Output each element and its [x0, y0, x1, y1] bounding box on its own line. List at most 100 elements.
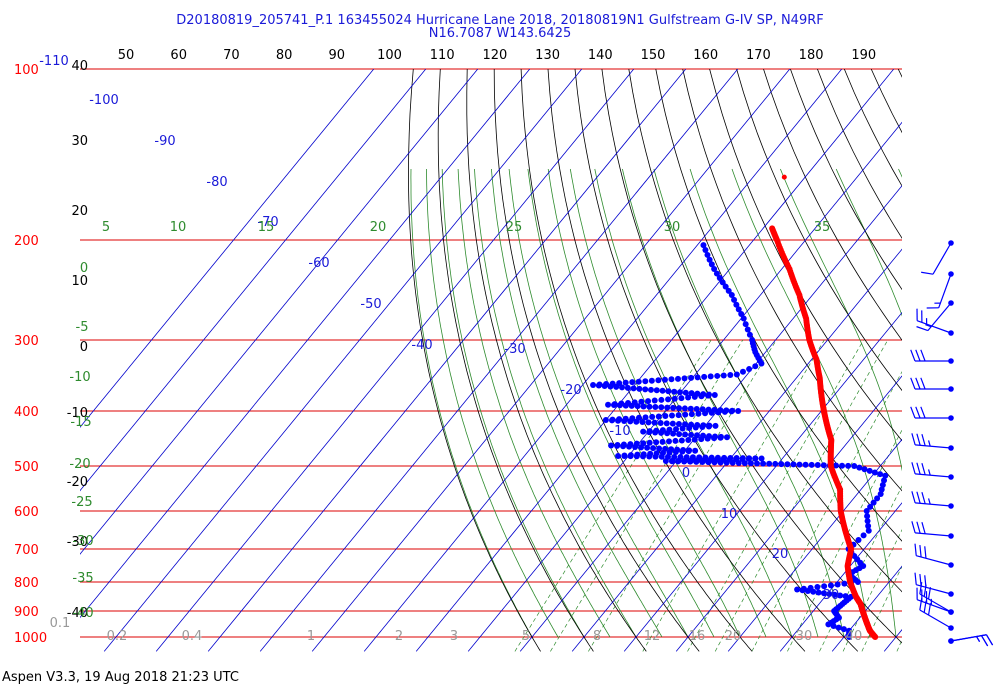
- dewpoint-point: [645, 398, 652, 405]
- dewpoint-point: [676, 389, 683, 396]
- dewpoint-point: [700, 432, 707, 439]
- dewpoint-point: [670, 430, 677, 437]
- dry-adiabat-line: [925, 69, 1000, 651]
- dewpoint-point: [659, 387, 666, 394]
- dewpoint-point: [694, 390, 701, 397]
- dewpoint-point: [733, 455, 740, 462]
- wind-barb-station: [948, 358, 954, 364]
- top-axis-tick-label: 120: [482, 48, 507, 63]
- wind-barb-flag: [927, 498, 931, 505]
- wind-barb-flag: [927, 469, 931, 476]
- dewpoint-point: [739, 455, 746, 462]
- dewpoint-point: [665, 396, 672, 403]
- moist-adiabat-label: -25: [71, 495, 92, 510]
- dewpoint-point: [619, 384, 626, 391]
- dry-adiabat-line: [574, 69, 859, 652]
- dewpoint-point: [640, 403, 647, 410]
- dewpoint-point: [618, 400, 625, 407]
- moist-adiabat-label: -5: [76, 320, 89, 335]
- dewpoint-point: [821, 583, 828, 590]
- dewpoint-point: [638, 398, 645, 405]
- dewpoint-point: [646, 428, 653, 435]
- dewpoint-point: [609, 380, 616, 387]
- dewpoint-point: [708, 261, 715, 268]
- dewpoint-point: [688, 411, 695, 418]
- dewpoint-point: [682, 389, 689, 396]
- mixing-ratio-line: [787, 429, 902, 652]
- wind-barb-flag: [925, 324, 932, 328]
- dewpoint-point: [725, 287, 732, 294]
- wind-barb-flag: [915, 406, 921, 419]
- pressure-tick-label: 300: [14, 334, 39, 349]
- dewpoint-point: [802, 461, 809, 468]
- wind-barb-flag: [919, 582, 923, 595]
- wind-barb-staff: [915, 473, 952, 478]
- dewpoint-point: [739, 368, 746, 375]
- dewpoint-point: [694, 432, 701, 439]
- mixing-ratio-line: [588, 339, 777, 652]
- dewpoint-point: [682, 431, 689, 438]
- temperature-point: [781, 174, 787, 180]
- isotherm-lines: [80, 69, 1000, 652]
- dewpoint-point: [772, 460, 779, 467]
- wind-barb-flag: [921, 463, 926, 475]
- moist-adiabat-line: [689, 168, 871, 638]
- temperature-point: [769, 225, 776, 232]
- dewpoint-point: [671, 395, 678, 402]
- dewpoint-point: [665, 388, 672, 395]
- dewpoint-point: [861, 466, 868, 473]
- isotherm-line: [207, 69, 687, 652]
- dewpoint-point: [727, 371, 734, 378]
- pressure-tick-label: 200: [14, 234, 39, 249]
- dewpoint-point: [650, 445, 657, 452]
- dewpoint-point: [733, 301, 740, 308]
- dewpoint-point: [674, 446, 681, 453]
- moist-adiabat-line: [622, 168, 819, 638]
- dewpoint-point: [879, 481, 886, 488]
- dewpoint-point: [640, 428, 647, 435]
- dewpoint-point: [740, 315, 747, 322]
- dewpoint-point: [794, 586, 801, 593]
- dewpoint-point: [662, 413, 669, 420]
- isotherm-label: -50: [360, 297, 381, 312]
- dewpoint-point: [696, 454, 703, 461]
- isotherm-line: [80, 69, 427, 492]
- dewpoint-point: [871, 469, 878, 476]
- dewpoint-point: [635, 414, 642, 421]
- dewpoint-point: [712, 433, 719, 440]
- dewpoint-point: [705, 391, 712, 398]
- dewpoint-point: [827, 582, 834, 589]
- dewpoint-point: [700, 391, 707, 398]
- wind-barb-station: [948, 330, 954, 336]
- dewpoint-point: [700, 422, 707, 429]
- dewpoint-point: [746, 455, 753, 462]
- dewpoint-point: [681, 375, 688, 382]
- dewpoint-point: [659, 427, 666, 434]
- isotherm-label: -60: [308, 256, 329, 271]
- dewpoint-point: [758, 455, 765, 462]
- moist-adiabat-line: [898, 168, 902, 178]
- dewpoint-point: [635, 378, 642, 385]
- wind-barb-flag: [916, 433, 921, 446]
- dry-adiabat-label: 20: [370, 220, 387, 235]
- dewpoint-point: [666, 426, 673, 433]
- dewpoint-point: [733, 371, 740, 378]
- wind-barb-station: [948, 271, 954, 277]
- wind-barb-staff: [950, 634, 987, 642]
- dewpoint-point: [865, 522, 872, 529]
- dewpoint-point: [719, 279, 726, 286]
- dry-adiabat-line: [547, 69, 806, 652]
- dry-adiabat-line: [408, 69, 541, 652]
- wind-barb-flag: [916, 521, 921, 534]
- isotherm-line: [988, 69, 1000, 651]
- wind-barb-flag: [914, 572, 917, 585]
- dewpoint-point: [603, 381, 610, 388]
- dewpoint-point: [694, 421, 701, 428]
- dewpoint-point: [834, 581, 841, 588]
- wind-barb-flag: [919, 598, 923, 611]
- dewpoint-point: [704, 251, 711, 258]
- mixing-ratio-line: [751, 371, 902, 652]
- dewpoint-point: [778, 461, 785, 468]
- wind-barb-station: [948, 240, 954, 246]
- mixing-ratio-label: 2: [395, 629, 403, 644]
